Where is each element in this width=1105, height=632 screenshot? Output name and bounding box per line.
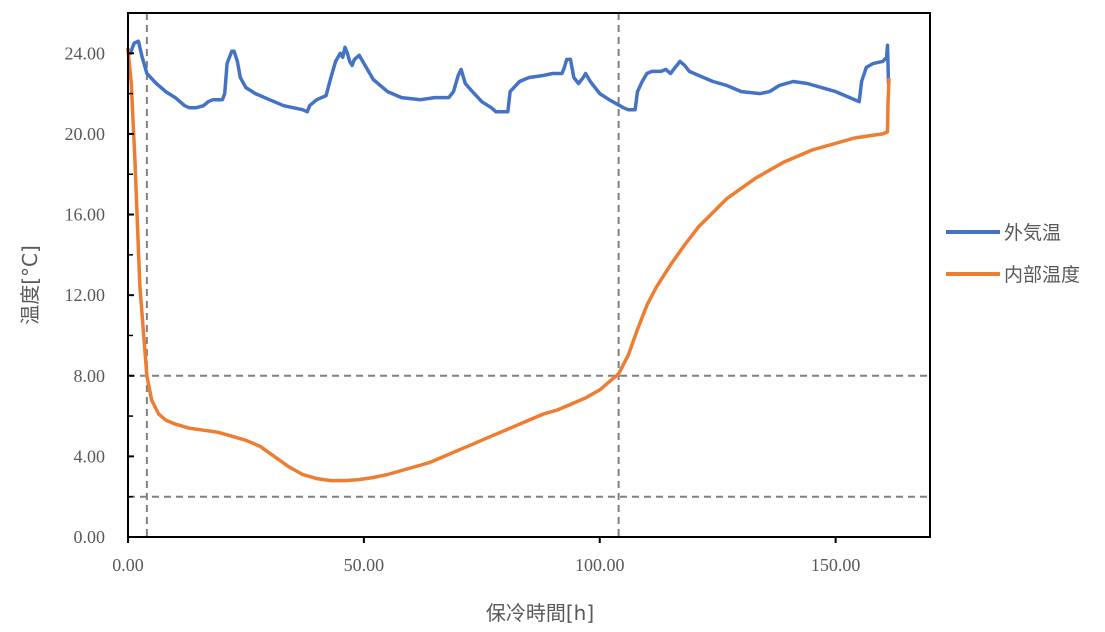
y-axis-title: 温度[°C] [18, 245, 42, 325]
x-tick-label: 100.00 [575, 555, 625, 575]
y-tick-label: 20.00 [65, 124, 106, 144]
series-layer [126, 39, 891, 483]
y-tick-label: 12.00 [65, 285, 106, 305]
x-tick-label: 0.00 [112, 555, 144, 575]
y-tick-label: 4.00 [74, 446, 106, 466]
legend-label-1: 内部温度 [1004, 264, 1080, 286]
legend-label-0: 外気温 [1004, 222, 1061, 244]
y-tick-label: 8.00 [74, 366, 106, 386]
series-line-1 [126, 47, 891, 483]
y-tick-label: 24.00 [65, 43, 106, 63]
reference-lines [128, 13, 930, 537]
x-tick-label: 150.00 [811, 555, 861, 575]
y-tick-label: 16.00 [65, 205, 106, 225]
y-tick-label: 0.00 [74, 527, 106, 547]
x-tick-label: 50.00 [344, 555, 385, 575]
series-line-0 [126, 39, 891, 114]
plot-area-frame [127, 12, 931, 538]
x-axis-title: 保冷時間[h] [486, 601, 594, 625]
y-axis-ticks: 0.00 4.00 8.00 12.00 16.00 20.00 24.00 [65, 43, 134, 547]
x-axis-ticks: 0.00 50.00 100.00 150.00 [112, 537, 860, 575]
